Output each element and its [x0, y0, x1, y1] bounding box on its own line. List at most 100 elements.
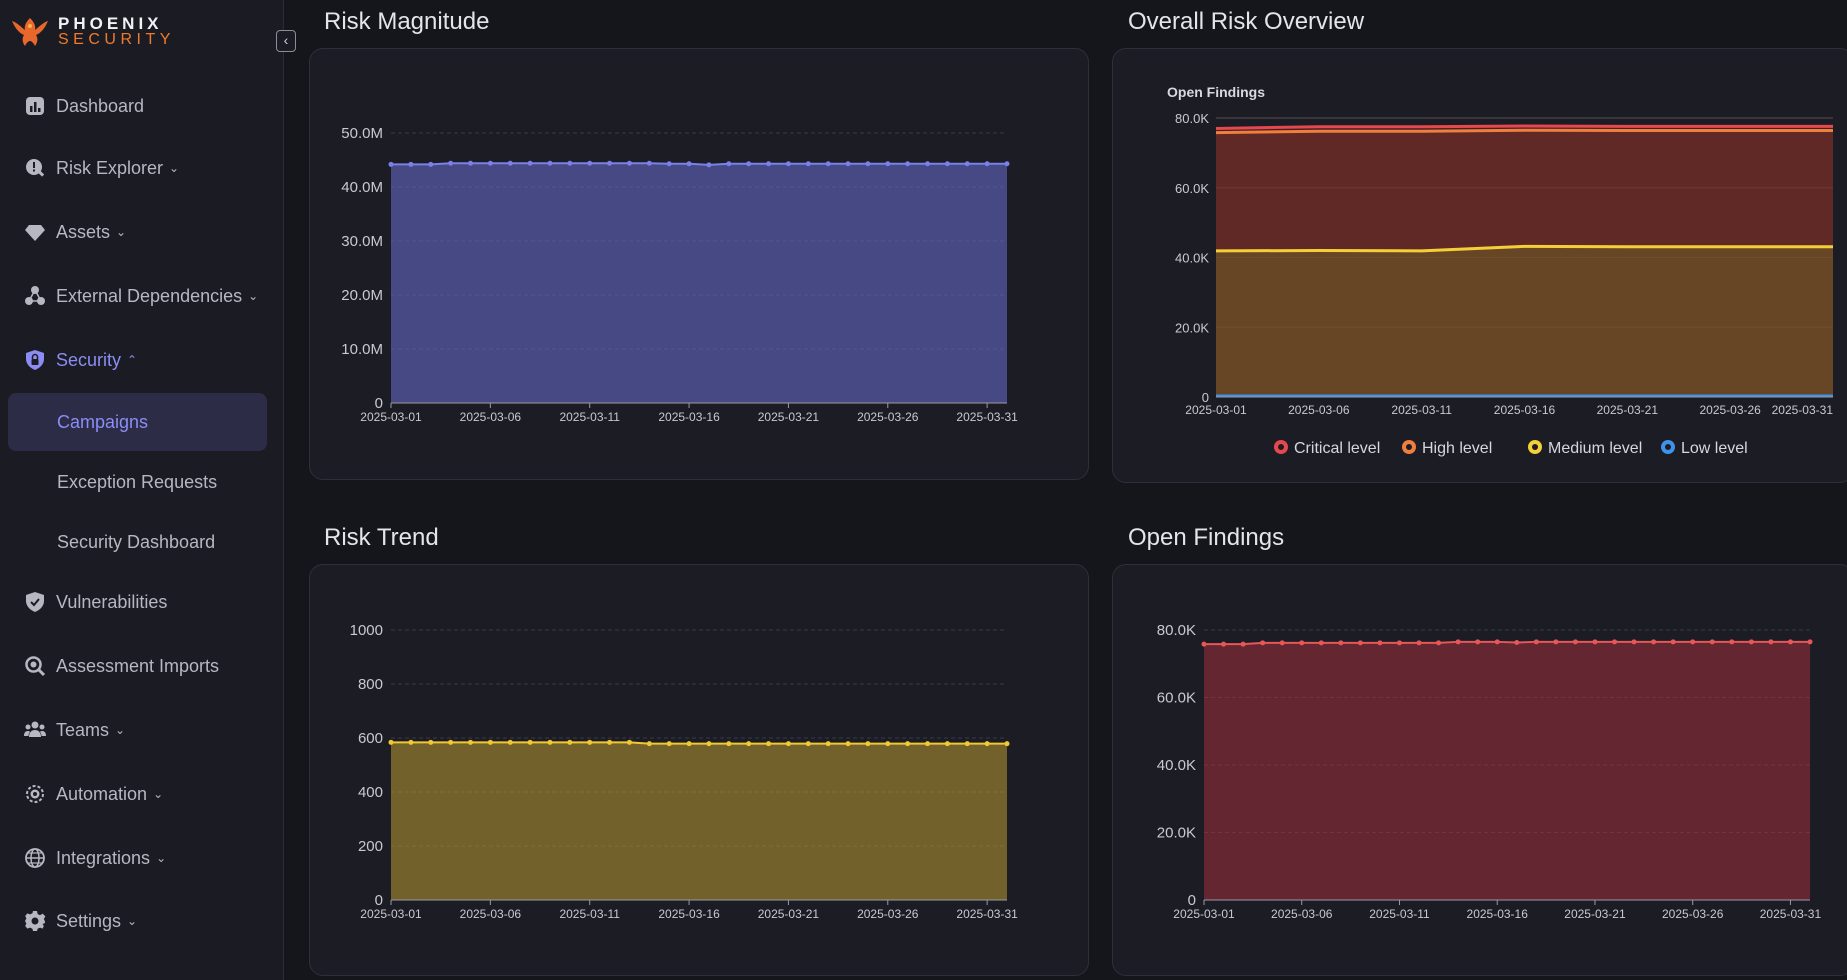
data-point: [428, 161, 434, 167]
sidebar-subitem-label: Security Dashboard: [57, 531, 216, 552]
card-overall-risk: Open Findings 0 20.0K 40.0K 60.0K 80.0K 2025-0…: [1112, 48, 1847, 483]
sidebar-item-assessment-imports[interactable]: Assessment Imports: [24, 651, 225, 681]
sidebar-item-label: Assets: [56, 221, 111, 242]
y-tick-label: 400: [358, 784, 383, 801]
data-point: [1533, 639, 1539, 645]
data-point: [1729, 639, 1735, 645]
card-risk-trend: 0 200 400 600 800 1000 2025-03-01 2025-03-06 202…: [309, 564, 1089, 976]
risk-magnitude-chart[interactable]: 0 10.0M 20.0M 30.0M 40.0M 50.0M 2025-03-01 2025…: [310, 49, 1088, 479]
sidebar-item-integrations[interactable]: Integrations ⌄: [24, 843, 166, 873]
data-point: [1514, 639, 1520, 645]
y-tick-label: 40.0M: [341, 179, 383, 196]
sidebar-item-external-dependencies[interactable]: External Dependencies ⌄: [24, 281, 258, 311]
data-point: [964, 741, 970, 747]
shield-lock-icon: [26, 350, 44, 370]
overall-risk-chart[interactable]: Open Findings 0 20.0K 40.0K 60.0K 80.0K 2025-0…: [1113, 49, 1847, 482]
data-point: [746, 741, 752, 747]
data-point: [746, 161, 752, 167]
x-tick-label: 2025-03-31: [956, 410, 1018, 424]
legend-item[interactable]: High level: [1402, 440, 1492, 457]
data-point: [845, 161, 851, 167]
data-point: [666, 161, 672, 167]
chevron-down-icon: ⌄: [248, 289, 259, 303]
data-point: [925, 741, 931, 747]
chevron-left-icon: ‹: [283, 32, 289, 48]
x-tick-label: 2025-03-26: [1662, 907, 1724, 921]
sidebar-collapse-button[interactable]: ‹: [276, 30, 296, 52]
data-point: [487, 739, 493, 745]
x-tick-label: 2025-03-21: [1564, 907, 1626, 921]
series-line: [391, 741, 1007, 745]
data-point: [1553, 639, 1559, 645]
data-point: [686, 161, 692, 167]
sidebar-item-label: Teams: [56, 719, 110, 740]
sidebar-item-settings[interactable]: Settings ⌄: [24, 906, 137, 936]
series-line-1: [1215, 128, 1833, 135]
sidebar-item-assets[interactable]: Assets ⌄: [24, 217, 126, 247]
data-point: [1670, 639, 1676, 645]
y-tick-label: 20.0K: [1175, 320, 1209, 335]
series-area: [391, 742, 1007, 900]
x-tick-label: 2025-03-11: [559, 907, 620, 921]
data-point: [984, 741, 990, 747]
x-tick-label: 2025-03-01: [360, 410, 422, 424]
data-point: [388, 739, 394, 745]
phoenix-logo[interactable]: PHOENIX SECURITY: [10, 12, 170, 52]
panel-title-risk-magnitude: Risk Magnitude: [324, 8, 490, 35]
sidebar-item-label: External Dependencies: [56, 285, 243, 306]
y-tick-label: 30.0M: [341, 233, 383, 250]
chevron-up-icon: ⌃: [127, 353, 138, 367]
data-point: [587, 739, 593, 745]
sidebar-item-security[interactable]: Security ⌃: [24, 345, 137, 375]
x-tick-label: 2025-03-26: [857, 907, 919, 921]
legend-marker-inner: [1406, 444, 1412, 450]
x-tick-label: 2025-03-16: [1467, 907, 1529, 921]
open-findings-chart[interactable]: 0 20.0K 40.0K 60.0K 80.0K 2025-03-01 2025-03-0…: [1113, 565, 1847, 975]
x-tick-label: 2025-03-16: [658, 410, 720, 424]
series-line-0: [1215, 124, 1833, 130]
legend-marker-inner: [1532, 444, 1538, 450]
sidebar-item-label: Risk Explorer: [56, 157, 164, 178]
data-point: [1396, 640, 1402, 646]
sidebar-item-dashboard[interactable]: Dashboard: [24, 91, 150, 121]
data-point: [706, 162, 712, 168]
sidebar-subitem-campaigns[interactable]: Campaigns: [8, 393, 267, 451]
data-point: [1357, 640, 1363, 646]
sidebar-subitem-exception-requests[interactable]: Exception Requests: [8, 453, 267, 511]
network-icon: [25, 286, 45, 305]
sidebar-item-automation[interactable]: Automation ⌄: [24, 779, 163, 809]
legend-item[interactable]: Low level: [1661, 440, 1748, 457]
sidebar-item-vulnerabilities[interactable]: Vulnerabilities: [24, 587, 173, 617]
x-tick-label: 2025-03-11: [1369, 907, 1430, 921]
data-point: [944, 741, 950, 747]
data-point: [1787, 639, 1793, 645]
x-tick-label: 2025-03-21: [758, 907, 820, 921]
data-point: [1494, 639, 1500, 645]
sidebar-subitem-security-dashboard[interactable]: Security Dashboard: [8, 513, 267, 571]
y-tick-label: 10.0M: [341, 341, 383, 358]
panel-title-overall-risk: Overall Risk Overview: [1128, 8, 1365, 35]
data-point: [825, 161, 831, 167]
brand-line2: SECURITY: [58, 31, 175, 48]
card-risk-magnitude: 0 10.0M 20.0M 30.0M 40.0M 50.0M 2025-03-01 2025…: [309, 48, 1089, 480]
sidebar-item-risk-explorer[interactable]: Risk Explorer ⌄: [24, 153, 179, 183]
x-tick-label: 2025-03-01: [1185, 403, 1247, 417]
sidebar-item-label: Security: [56, 349, 122, 370]
series-line-2: [1215, 244, 1833, 253]
data-point: [845, 741, 851, 747]
data-point: [487, 160, 493, 166]
globe-icon: [25, 848, 45, 868]
data-point: [1748, 639, 1754, 645]
data-point: [766, 161, 772, 167]
risk-trend-chart[interactable]: 0 200 400 600 800 1000 2025-03-01 2025-03-06 202…: [310, 565, 1088, 975]
data-point: [567, 160, 573, 166]
phoenix-bird-icon: [12, 18, 48, 46]
series-line: [391, 162, 1007, 166]
data-point: [805, 161, 811, 167]
x-tick-label: 2025-03-06: [460, 907, 522, 921]
panel-title-risk-trend: Risk Trend: [324, 524, 439, 551]
sidebar-item-teams[interactable]: Teams ⌄: [24, 715, 125, 745]
legend-item[interactable]: Medium level: [1528, 440, 1642, 457]
legend-item[interactable]: Critical level: [1274, 440, 1380, 457]
y-tick-label: 60.0K: [1175, 181, 1209, 196]
